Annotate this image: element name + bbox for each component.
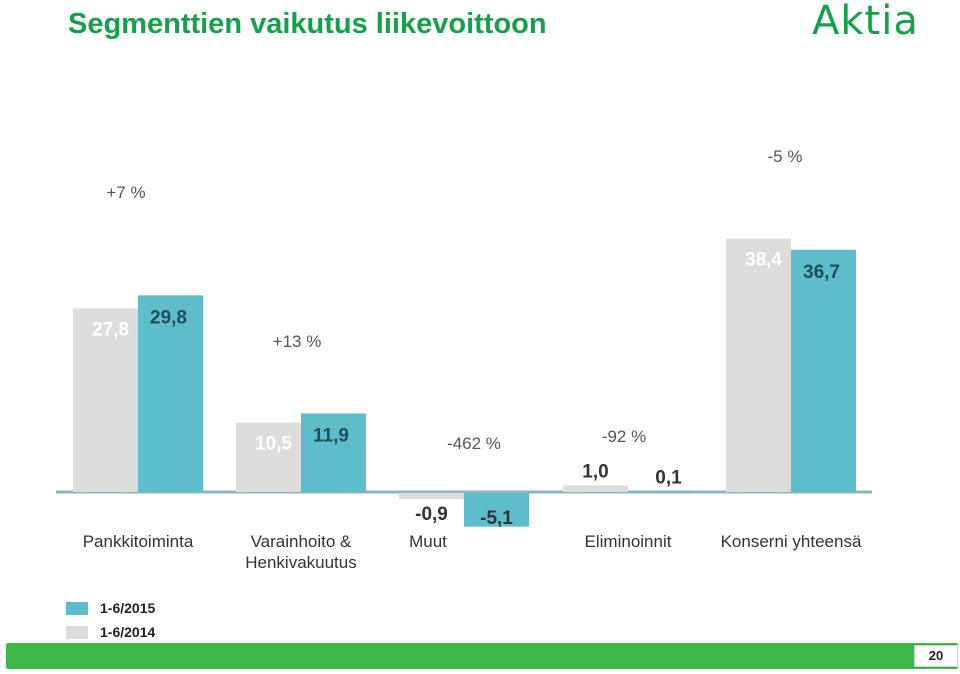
bar-2015-3: [628, 491, 693, 493]
legend-item-2015: 1-6/2015: [66, 596, 155, 620]
bar-2015-1: [301, 413, 366, 492]
value-label-2014-0: 27,8: [92, 320, 129, 341]
bar-2015-4: [791, 249, 856, 492]
bar-2014-3: [563, 485, 628, 492]
value-label-2015-2: -5,1: [480, 508, 513, 529]
footer-bar: 20: [6, 643, 958, 669]
bar-chart: 27,8 29,8 +7 % Pankkitoiminta 10,5 11,9 +13 % V…: [56, 147, 872, 572]
value-label-2014-3: 1,0: [582, 461, 608, 482]
bar-2014-0: [73, 308, 138, 492]
change-label-3: -92 %: [602, 427, 646, 446]
legend-swatch-2015: [66, 601, 88, 615]
legend-item-2014: 1-6/2014: [66, 620, 155, 644]
legend-swatch-2014: [66, 625, 88, 639]
slide-title: Segmenttien vaikutus liikevoittoon: [68, 8, 547, 40]
chart-legend: 1-6/2015 1-6/2014: [66, 596, 155, 644]
category-label-1-0: Varainhoito &: [251, 532, 352, 551]
category-label-2: Muut: [409, 532, 447, 551]
page-number: 20: [914, 645, 958, 667]
category-label-1-1: Henkivakuutus: [245, 553, 357, 572]
change-label-4: -5 %: [768, 147, 803, 166]
value-label-2015-4: 36,7: [803, 262, 840, 283]
bar-2014-1: [236, 422, 301, 492]
change-label-2: -462 %: [447, 434, 501, 453]
value-label-2014-2: -0,9: [415, 504, 448, 525]
category-label-4: Konserni yhteensä: [721, 532, 862, 551]
bar-2014-4: [726, 238, 791, 492]
legend-label-2014: 1-6/2014: [100, 624, 156, 640]
value-label-2015-0: 29,8: [150, 307, 187, 328]
bar-2015-2: [464, 493, 529, 527]
category-label-0: Pankkitoiminta: [83, 532, 194, 551]
legend-label-2015: 1-6/2015: [100, 600, 156, 616]
bar-2014-2: [399, 493, 464, 499]
value-label-2014-4: 38,4: [745, 250, 782, 271]
value-label-2014-1: 10,5: [255, 434, 292, 455]
bar-2015-0: [138, 295, 203, 492]
value-label-2015-3: 0,1: [655, 467, 682, 488]
category-label-3: Eliminoinnit: [585, 532, 672, 551]
change-label-1: +13 %: [273, 332, 322, 351]
aktia-logo: Aktia: [812, 0, 919, 44]
change-label-0: +7 %: [106, 183, 145, 202]
value-label-2015-1: 11,9: [313, 425, 349, 446]
